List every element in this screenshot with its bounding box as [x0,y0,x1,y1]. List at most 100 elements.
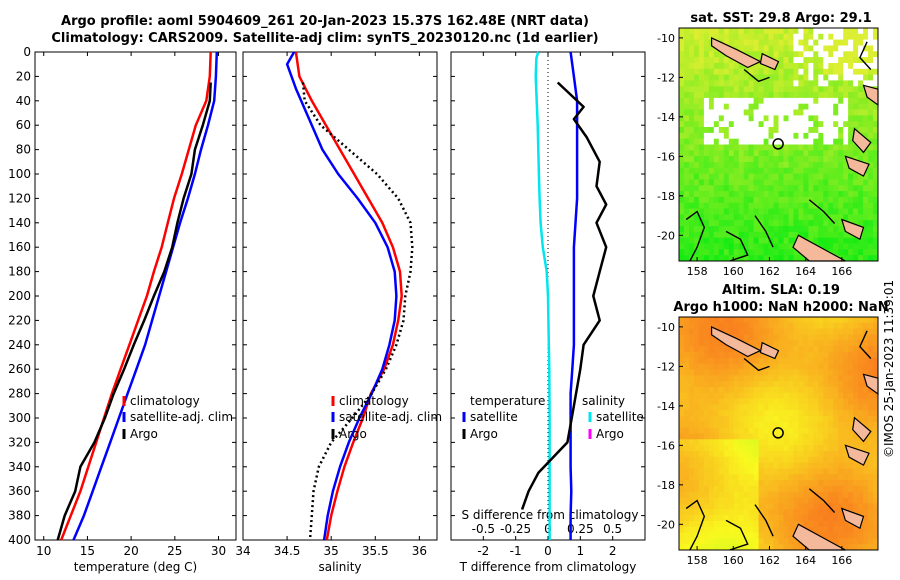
sst-map-cell [823,208,829,215]
difference-xtick-label: -1 [510,544,522,558]
sst-map-cell [728,80,735,87]
sla-map-cell [728,515,735,522]
sst-map-cell [783,220,789,227]
sla-map-cell [748,369,755,376]
sst-map-cell [713,231,720,239]
sst-map-cell [713,226,720,233]
sla-map-cell [838,515,844,522]
sla-map-cell [783,398,789,405]
salinity-series-argo [301,82,414,541]
sla-map-cell [853,346,859,353]
sla-map-cell [868,369,874,376]
sla-map-cell [813,421,819,429]
sst-map-cell [813,138,819,145]
sst-map-cell [793,92,799,99]
sst-map-cell [868,255,874,262]
sst-map-cell [858,86,864,93]
sla-map-cell [818,322,824,330]
sla-map-cell [768,363,774,370]
sst-map-cell [748,39,755,46]
sst-map-cell [703,196,710,204]
sst-map-cell [843,208,849,215]
sst-map-cell [728,33,735,41]
sst-map-cell [858,237,864,244]
sst-map-cell [783,63,789,70]
sst-map-cell [848,237,854,244]
sst-map-cell [768,144,774,151]
sla-map-cell [743,439,750,446]
sst-map-cell [763,237,770,244]
sla-map-cell [813,509,819,516]
sst-map-cell [728,92,735,99]
sst-map-cell [743,132,750,140]
sla-map-cell [833,509,839,516]
sst-map-cell [768,39,774,46]
sla-map-cell [733,357,740,365]
sla-map-cell [833,351,839,359]
sst-map-cell [679,214,685,221]
difference-xtick-label: 2 [609,544,617,558]
sla-map-cell [848,532,854,539]
depth-tick-label: 300 [8,411,31,425]
sla-map-cell [738,462,745,469]
sla-map-cell [853,538,859,545]
sla-map-cell [684,369,690,376]
sst-map-cell [693,185,700,192]
sst-map-cell [828,97,834,105]
sst-map-cell [783,103,789,110]
sst-map-contour [743,68,770,83]
sst-map-cell [753,179,760,186]
sst-map-cell [783,127,789,134]
sst-map-cell [698,237,705,244]
legend-item-argo: Argo [339,427,367,441]
sla-map-cell [738,421,745,429]
sla-map-cell [758,491,765,499]
sst-map-cell [848,39,854,46]
sla-map-cell [708,480,715,487]
sst-map-cell [743,191,750,198]
sst-map-cell [753,45,760,52]
sst-map-cell [783,185,789,192]
sst-map-cell [738,33,745,41]
sst-map-cell [728,127,735,134]
sla-map-cell [868,328,874,335]
sst-map-cell [738,80,745,87]
sst-map-cell [753,103,760,110]
sst-map-cell [703,132,710,140]
sst-map-cell [873,191,879,198]
sst-map-cell [783,74,789,81]
sst-map-cell [679,226,685,233]
sst-map-cell [753,150,760,157]
sst-map-cell [768,208,774,215]
depth-tick-label: 60 [16,118,31,132]
sst-map-cell [684,173,690,180]
sla-map-cell [763,544,770,551]
sst-map-cell [863,51,869,58]
sst-map-cell [818,63,824,70]
sla-map-cell [858,503,864,510]
sla-map-cell [763,386,770,394]
sla-map-cell [728,497,735,504]
sla-map-cell [823,416,829,423]
sst-map-cell [738,92,745,99]
sst-map-cell [708,243,715,250]
sla-map-cell [773,381,779,388]
sst-map-cell [818,226,824,233]
sla-map-cell [783,520,789,528]
sst-map-cell [698,74,705,81]
sla-map-cell [703,351,710,359]
sla-map-cell [768,456,774,464]
sst-map-cell [738,39,745,46]
sst-map-cell [843,167,849,175]
sla-map-cell [768,322,774,330]
sla-map-cell [723,433,730,440]
sla-map-cell [803,386,809,394]
sla-map-cell [679,427,685,434]
sla-map-cell [838,369,844,376]
sla-map-cell [768,317,774,324]
sla-map-cell [873,421,879,429]
sla-map-cell [823,340,829,347]
sla-map-cell [703,357,710,365]
sst-map-cell [803,191,809,198]
sst-map-cell [728,226,735,233]
